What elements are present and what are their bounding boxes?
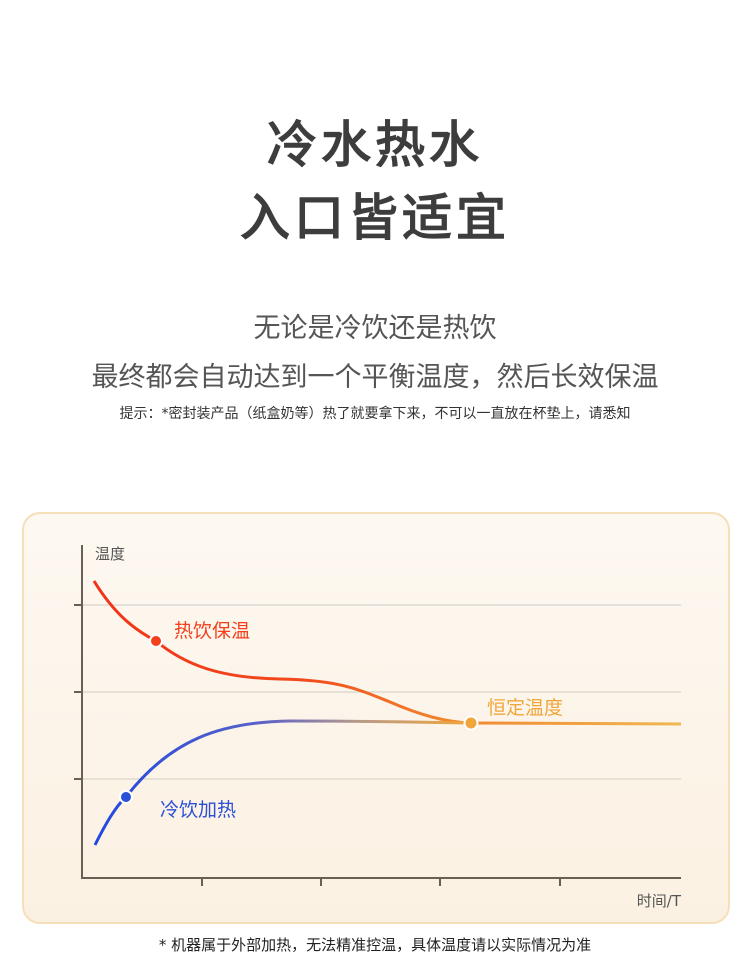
heading-line-1: 冷水热水 <box>267 116 483 174</box>
hot-drink-curve <box>92 580 471 725</box>
equilibrium-label: 恒定温度 <box>487 697 563 719</box>
grid-lines <box>82 604 681 780</box>
x-axis-label: 时间/T <box>637 892 682 910</box>
diagram-panel <box>22 512 730 924</box>
subheading-line-1: 无论是冷饮还是热饮 <box>253 313 497 344</box>
footnote: * 机器属于外部加热，无法精准控温，具体温度请以实际情况为准 <box>158 936 592 954</box>
equilibrium-point <box>463 715 479 731</box>
y-axis-label: 温度 <box>95 545 125 563</box>
axes <box>74 545 681 886</box>
cold-drink-point <box>119 790 133 804</box>
heading-line-2: 入口皆适宜 <box>240 189 510 247</box>
hot-drink-label: 热饮保温 <box>174 620 250 642</box>
hot-drink-point <box>149 634 163 648</box>
cold-drink-label: 冷饮加热 <box>160 799 236 821</box>
tip-text: 提示：*密封装产品（纸盒奶等）热了就要拿下来，不可以一直放在杯垫上，请悉知 <box>119 406 631 422</box>
subheading-line-2: 最终都会自动达到一个平衡温度，然后长效保温 <box>91 362 659 393</box>
cold-drink-curve <box>93 719 471 846</box>
equilibrium-line <box>469 721 682 726</box>
